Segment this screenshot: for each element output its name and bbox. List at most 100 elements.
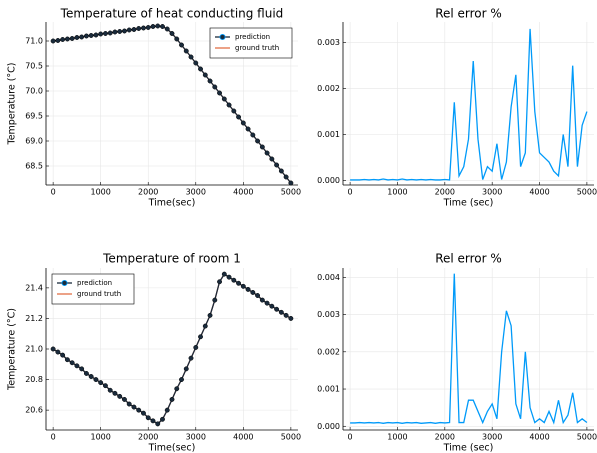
x-tick-label: 5000 bbox=[281, 188, 301, 197]
x-tick-label: 0 bbox=[51, 188, 56, 197]
y-tick-label: 0.001 bbox=[317, 130, 340, 139]
point bbox=[169, 31, 175, 36]
x-tick-label: 5000 bbox=[281, 433, 301, 442]
point bbox=[93, 32, 99, 38]
point bbox=[107, 30, 113, 36]
x-tick-label: 3000 bbox=[482, 433, 502, 442]
plot bbox=[50, 271, 294, 427]
point bbox=[269, 303, 275, 309]
x-tick-label: 1000 bbox=[387, 433, 407, 442]
point bbox=[245, 126, 251, 132]
y-tick-label: 20.8 bbox=[25, 375, 43, 384]
series-line bbox=[350, 273, 588, 425]
point bbox=[150, 24, 156, 29]
point bbox=[60, 352, 66, 358]
point bbox=[160, 24, 165, 29]
point bbox=[112, 29, 118, 35]
point bbox=[193, 60, 199, 66]
x-tick-label: 5000 bbox=[577, 188, 597, 197]
point bbox=[69, 36, 75, 41]
legend-label: prediction bbox=[235, 33, 270, 41]
x-tick-label: 2000 bbox=[138, 188, 158, 197]
chart-title: Rel error % bbox=[435, 7, 502, 21]
y-tick-label: 69.0 bbox=[25, 137, 43, 146]
point bbox=[112, 390, 118, 396]
y-tick-label: 0.001 bbox=[317, 385, 340, 394]
point bbox=[126, 401, 132, 407]
point bbox=[221, 96, 227, 102]
y-tick-label: 68.5 bbox=[25, 162, 43, 171]
point bbox=[69, 360, 75, 366]
point bbox=[102, 383, 108, 389]
point bbox=[236, 114, 242, 120]
point bbox=[164, 26, 170, 32]
x-tick-label: 0 bbox=[348, 433, 353, 442]
point bbox=[193, 345, 199, 350]
legend: prediction ground truth bbox=[209, 27, 293, 59]
point bbox=[183, 48, 189, 54]
point bbox=[240, 283, 246, 289]
y-tick-label: 0.000 bbox=[317, 422, 340, 431]
x-axis-label: Time (sec) bbox=[443, 443, 494, 453]
point bbox=[221, 271, 227, 277]
point bbox=[117, 29, 123, 34]
point bbox=[117, 393, 123, 399]
point bbox=[131, 404, 137, 410]
point bbox=[259, 144, 265, 150]
point bbox=[126, 27, 132, 33]
x-axis-label: Time(sec) bbox=[148, 443, 196, 453]
point bbox=[102, 31, 108, 36]
x-tick-label: 4000 bbox=[529, 433, 549, 442]
point bbox=[64, 36, 70, 42]
point bbox=[174, 386, 180, 392]
point bbox=[88, 374, 94, 379]
point bbox=[131, 27, 137, 32]
y-tick-label: 70.0 bbox=[25, 87, 43, 96]
point bbox=[226, 274, 232, 280]
point bbox=[141, 25, 146, 31]
point bbox=[122, 28, 127, 34]
point bbox=[50, 38, 56, 44]
point bbox=[212, 84, 218, 90]
y-tick-label: 69.5 bbox=[25, 112, 43, 121]
y-tick-label: 0.003 bbox=[317, 310, 340, 319]
point bbox=[264, 300, 270, 306]
y-tick-label: 0.003 bbox=[317, 38, 340, 47]
x-tick-label: 2000 bbox=[138, 433, 158, 442]
point bbox=[188, 54, 194, 60]
series-line bbox=[350, 28, 588, 181]
x-tick-label: 4000 bbox=[233, 433, 253, 442]
point bbox=[212, 297, 218, 303]
point bbox=[202, 72, 208, 78]
point bbox=[269, 156, 275, 162]
point bbox=[255, 138, 261, 144]
point bbox=[50, 346, 56, 352]
point bbox=[288, 180, 294, 186]
x-axis-label: Time (sec) bbox=[443, 198, 494, 209]
point bbox=[179, 377, 184, 383]
point bbox=[88, 33, 94, 38]
plot bbox=[50, 23, 294, 186]
point bbox=[98, 380, 104, 386]
x-tick-label: 5000 bbox=[577, 433, 597, 442]
point bbox=[74, 363, 80, 369]
point bbox=[250, 290, 256, 295]
point bbox=[74, 35, 80, 40]
y-tick-label: 21.4 bbox=[25, 283, 43, 292]
x-tick-label: 1000 bbox=[387, 188, 407, 197]
point bbox=[83, 33, 89, 39]
point bbox=[79, 34, 85, 40]
plot bbox=[350, 28, 588, 181]
y-tick-label: 20.6 bbox=[25, 406, 43, 415]
point bbox=[198, 334, 203, 340]
point bbox=[274, 162, 280, 168]
point bbox=[217, 279, 222, 285]
y-tick-label: 0.002 bbox=[317, 84, 340, 93]
legend-marker bbox=[219, 33, 226, 41]
x-tick-label: 0 bbox=[51, 433, 56, 442]
point bbox=[288, 315, 294, 321]
point bbox=[179, 42, 184, 48]
legend-box bbox=[51, 273, 135, 305]
point bbox=[231, 108, 237, 114]
